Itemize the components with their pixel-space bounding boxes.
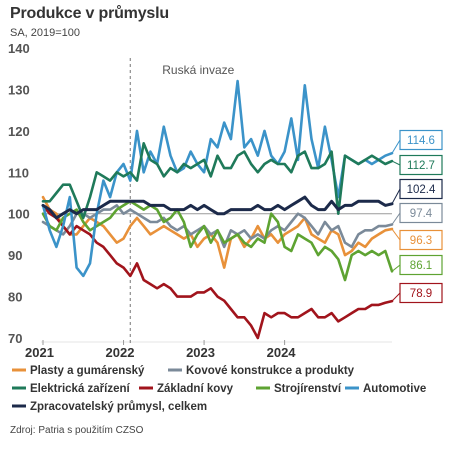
series-line-7 [41,195,394,220]
series-line-5 [41,200,394,282]
end-label-box [399,178,443,200]
end-label-value: 97.4 [410,208,433,220]
x-tick-label: 2024 [267,345,297,360]
end-label-box [399,129,443,151]
y-tick-label: 80 [8,290,22,305]
y-tick-label: 100 [8,207,30,222]
chart-title: Produkce v průmyslu [10,5,169,22]
x-tick-label: 2021 [25,345,54,360]
chart-source: Zdroj: Patria s použitím CZSO [10,425,144,436]
end-label-leader [391,292,401,302]
end-label-leader [391,212,401,225]
legend-label: Zpracovatelský průmysl, celkem [30,401,207,413]
y-tick-label: 90 [8,248,22,263]
end-label-leader [391,188,401,205]
y-tick-label: 70 [8,331,22,346]
legend-label: Základní kovy [157,383,234,395]
end-label-value: 78.9 [410,288,432,300]
legend-label: Kovové konstrukce a produkty [186,365,355,377]
end-label-value: 112.7 [407,160,435,172]
y-tick-label: 110 [8,165,29,180]
end-label-leader [391,160,401,166]
series-line-3 [41,142,394,220]
end-label-leader [391,228,401,241]
invasion-annotation: Ruská invaze [162,63,234,77]
y-tick-label: 130 [8,82,30,97]
end-label-box [399,282,443,304]
end-label-box [399,154,443,176]
legend-label: Elektrická zařízení [30,383,131,395]
legend-label: Strojírenství [274,383,342,395]
legend-label: Plasty a gumárenský [30,365,145,377]
legend-label: Automotive [363,383,426,395]
y-tick-label: 140 [8,41,30,56]
x-tick-label: 2022 [106,345,135,360]
x-tick-label: 2023 [186,345,215,360]
end-label-value: 114.6 [407,135,435,147]
end-label-value: 96.3 [410,235,432,247]
end-label-value: 102.4 [407,184,436,196]
end-label-leader [391,264,401,272]
end-label-box [399,254,443,276]
end-label-box [399,202,443,224]
end-label-box [399,229,443,251]
end-label-leader [391,139,401,154]
series-line-4 [41,204,394,340]
chart-subtitle: SA, 2019=100 [10,27,81,39]
y-tick-label: 120 [8,124,30,139]
end-label-value: 86.1 [410,260,432,272]
